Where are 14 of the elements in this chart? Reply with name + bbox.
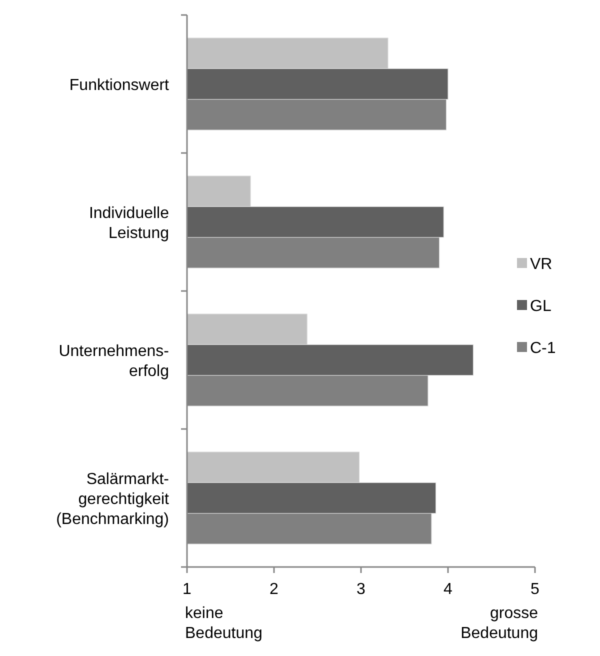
x-tick-label: 3 bbox=[356, 581, 366, 598]
text: grosse Bedeutung bbox=[460, 605, 538, 642]
x-tick-label: 4 bbox=[444, 581, 453, 598]
y-tick-label: Individuelle Leistung bbox=[88, 205, 170, 242]
y-tick-label: Salärmarkt- gerechtigkeit (Benchmarking) bbox=[56, 471, 170, 528]
legend-label: GL bbox=[530, 298, 552, 315]
y-tick-label: Funktionswert bbox=[69, 77, 170, 94]
y-tick-label: Unternehmens- erfolg bbox=[58, 343, 169, 380]
text: keine Bedeutung bbox=[185, 605, 262, 642]
x-tick-label: 2 bbox=[270, 581, 279, 598]
legend-label: VR bbox=[530, 256, 552, 273]
x-tick-label: 1 bbox=[182, 581, 192, 598]
legend-label: C-1 bbox=[530, 340, 556, 357]
x-tick-label: 5 bbox=[530, 581, 540, 598]
